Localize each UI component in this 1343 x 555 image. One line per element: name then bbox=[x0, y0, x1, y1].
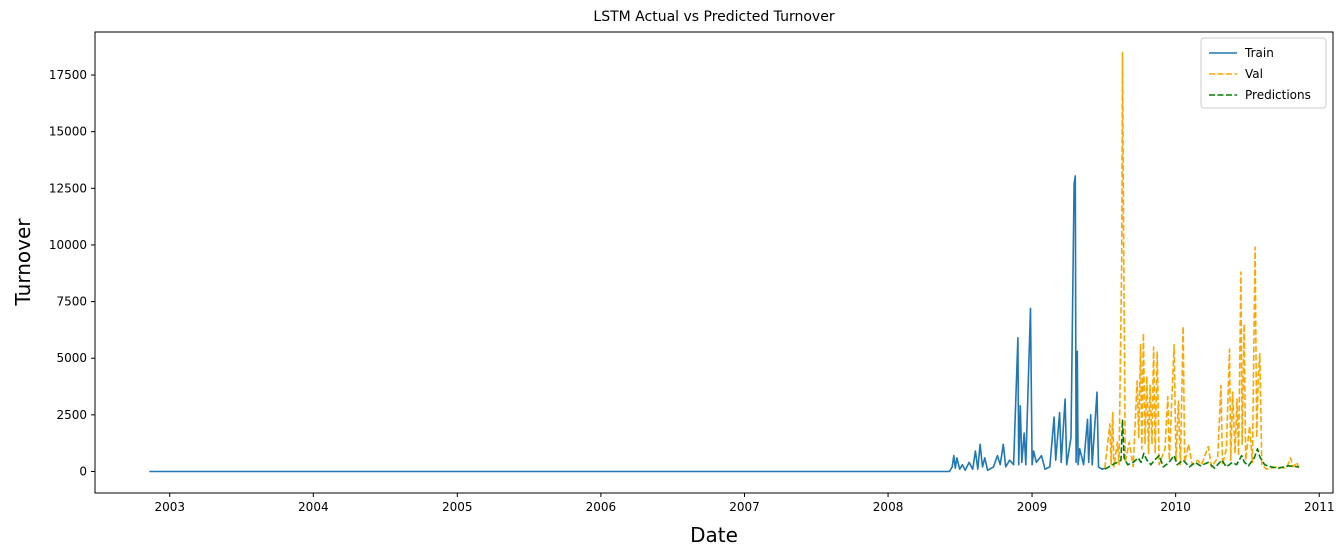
x-tick-label: 2003 bbox=[154, 500, 185, 514]
x-tick-label: 2010 bbox=[1160, 500, 1191, 514]
y-tick-label: 17500 bbox=[49, 68, 87, 82]
series-line-val bbox=[1104, 51, 1300, 471]
x-tick-label: 2007 bbox=[729, 500, 760, 514]
x-tick-label: 2011 bbox=[1304, 500, 1335, 514]
x-tick-label: 2004 bbox=[298, 500, 329, 514]
y-axis-title: Turnover bbox=[11, 218, 35, 307]
y-tick-label: 2500 bbox=[56, 408, 87, 422]
y-tick-label: 15000 bbox=[49, 125, 87, 139]
legend-box bbox=[1200, 37, 1327, 109]
series-line-predictions bbox=[1104, 418, 1299, 470]
x-axis-title: Date bbox=[690, 523, 738, 547]
legend: Train Val Predictions bbox=[1200, 37, 1327, 109]
y-tick-label: 10000 bbox=[49, 238, 87, 252]
series-line-train bbox=[149, 175, 1106, 473]
x-tick-label: 2009 bbox=[1017, 500, 1048, 514]
x-tick-label: 2008 bbox=[873, 500, 904, 514]
x-tick-label: 2005 bbox=[442, 500, 473, 514]
y-tick-label: 7500 bbox=[56, 295, 87, 309]
plot-area bbox=[94, 31, 1334, 494]
legend-label-predictions: Predictions bbox=[1245, 88, 1311, 102]
y-tick-label: 5000 bbox=[56, 351, 87, 365]
plot-frame bbox=[94, 31, 1334, 494]
series-layer bbox=[149, 51, 1300, 473]
chart-title: LSTM Actual vs Predicted Turnover bbox=[593, 9, 834, 25]
legend-label-val: Val bbox=[1245, 67, 1263, 81]
y-tick-label: 12500 bbox=[49, 181, 87, 195]
x-tick-label: 2006 bbox=[586, 500, 617, 514]
legend-label-train: Train bbox=[1244, 46, 1274, 60]
x-axis: 2003 2004 2005 2006 2007 2008 2009 2010 2011 bbox=[154, 493, 1335, 514]
y-axis: 0 2500 5000 7500 10000 12500 15000 17500 bbox=[49, 68, 95, 478]
y-tick-label: 0 bbox=[79, 464, 87, 478]
